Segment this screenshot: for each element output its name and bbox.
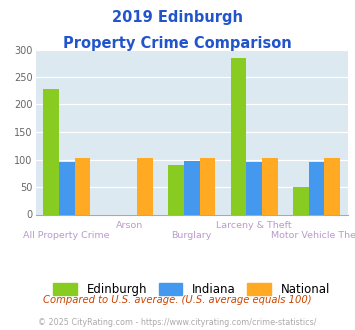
Bar: [184, 161, 200, 215]
Text: © 2025 CityRating.com - https://www.cityrating.com/crime-statistics/: © 2025 CityRating.com - https://www.city…: [38, 318, 317, 327]
Text: Motor Vehicle Theft: Motor Vehicle Theft: [271, 231, 355, 240]
Bar: [59, 162, 75, 214]
Bar: [75, 158, 90, 214]
Text: Arson: Arson: [116, 221, 143, 230]
Bar: [200, 158, 215, 214]
Bar: [246, 162, 262, 214]
Legend: Edinburgh, Indiana, National: Edinburgh, Indiana, National: [54, 283, 330, 296]
Text: All Property Crime: All Property Crime: [23, 231, 110, 240]
Bar: [137, 158, 153, 214]
Bar: [262, 158, 278, 214]
Text: Burglary: Burglary: [171, 231, 212, 240]
Bar: [324, 158, 340, 214]
Text: 2019 Edinburgh: 2019 Edinburgh: [112, 10, 243, 25]
Bar: [293, 187, 309, 214]
Bar: [309, 162, 324, 214]
Bar: [168, 165, 184, 214]
Bar: [231, 58, 246, 214]
Text: Compared to U.S. average. (U.S. average equals 100): Compared to U.S. average. (U.S. average …: [43, 295, 312, 305]
Bar: [43, 88, 59, 214]
Text: Larceny & Theft: Larceny & Theft: [216, 221, 292, 230]
Text: Property Crime Comparison: Property Crime Comparison: [63, 36, 292, 51]
